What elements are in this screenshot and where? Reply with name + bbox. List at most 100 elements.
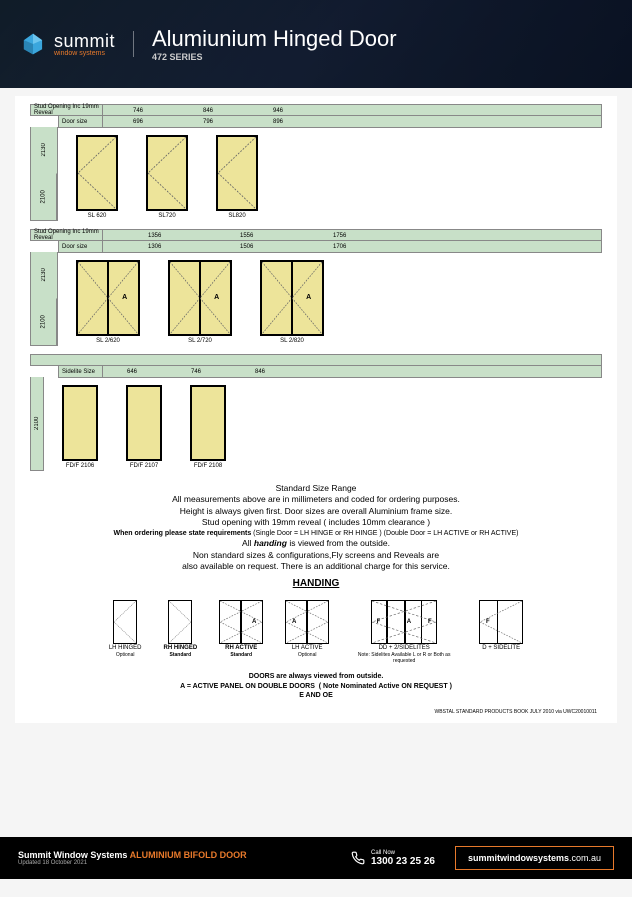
handing-item: A RH ACTIVE Standard bbox=[219, 600, 263, 664]
header: summit window systems Alumiunium Hinged … bbox=[0, 0, 632, 88]
handing-diagram: F bbox=[479, 600, 523, 644]
row-label: Door size bbox=[59, 241, 103, 252]
door-item: A SL 2/820 bbox=[260, 260, 324, 344]
footer-call: Call Now 1300 23 25 26 bbox=[351, 850, 435, 867]
door-diagram: A bbox=[76, 260, 140, 336]
door-label: SL 2/820 bbox=[280, 338, 304, 344]
door-diagram bbox=[216, 135, 258, 211]
notes-line: ( Note Nominated Active ON REQUEST ) bbox=[319, 683, 452, 690]
sidelite-diagram bbox=[126, 385, 162, 461]
door-diagram bbox=[146, 135, 188, 211]
door-label: SL820 bbox=[228, 213, 245, 219]
row-label: Door size bbox=[59, 116, 103, 127]
notes-line: E AND OE bbox=[45, 691, 587, 700]
door-item: SL 620 bbox=[76, 135, 118, 219]
logo-sub: window systems bbox=[54, 50, 115, 57]
sidelite-diagram bbox=[190, 385, 226, 461]
notes-line: is viewed from the outside. bbox=[289, 538, 390, 548]
handing-title: HANDING bbox=[45, 577, 587, 591]
door-item: SL720 bbox=[146, 135, 188, 219]
door-label: SL 620 bbox=[88, 213, 107, 219]
door-diagram: A bbox=[168, 260, 232, 336]
door-label: FD/F 2106 bbox=[66, 463, 94, 469]
handing-item: LH HINGED Optional bbox=[109, 600, 142, 664]
handing-name: RH HINGED bbox=[164, 645, 198, 651]
site-bold: summitwindowsystems bbox=[468, 853, 569, 863]
height-labels: 2130 2100 bbox=[30, 252, 58, 346]
height-labels: 2130 2100 bbox=[30, 127, 58, 221]
notes-line: Non standard sizes & configurations,Fly … bbox=[45, 550, 587, 561]
single-door-section: Stud Opening Inc 19mm Reveal 746846946 D… bbox=[15, 104, 617, 221]
footer-product: ALUMINIUM BIFOLD DOOR bbox=[130, 850, 247, 860]
handing-name: DD + 2/SIDELITES bbox=[379, 645, 430, 651]
notes-line: All bbox=[242, 538, 251, 548]
handing-sub: Optional bbox=[116, 652, 135, 658]
footnote: WBSTAL STANDARD PRODUCTS BOOK JULY 2010 … bbox=[15, 705, 617, 717]
height-inner: 2100 bbox=[31, 174, 57, 221]
notes-line: also available on request. There is an a… bbox=[45, 561, 587, 572]
handing-legend: LH HINGED Optional RH HINGED Standard A … bbox=[15, 600, 617, 664]
notes-line: DOORS are always viewed from outside. bbox=[45, 672, 587, 681]
summit-logo-icon bbox=[20, 31, 46, 57]
site-rest: .com.au bbox=[569, 853, 601, 863]
notes-line: (Single Door = LH HINGE or RH HINGE ) (D… bbox=[253, 530, 518, 537]
handing-diagram: A bbox=[219, 600, 263, 644]
handing-item: A LH ACTIVE Optional bbox=[285, 600, 329, 664]
door-label: SL 2/620 bbox=[96, 338, 120, 344]
handing-name: RH ACTIVE bbox=[225, 645, 257, 651]
handing-name: D + SIDELITE bbox=[482, 645, 520, 651]
height-outer: 2130 bbox=[31, 127, 57, 174]
height-inner: 2100 bbox=[31, 377, 43, 470]
door-item: FD/F 2106 bbox=[62, 385, 98, 469]
active-mark: A bbox=[214, 294, 219, 301]
series-label: 472 SERIES bbox=[152, 52, 397, 62]
door-label: SL720 bbox=[158, 213, 175, 219]
notes-line: Stud opening with 19mm reveal ( includes… bbox=[45, 517, 587, 528]
footer-updated: Updated 18 October 2021 bbox=[18, 860, 247, 866]
notes: Standard Size Range All measurements abo… bbox=[15, 479, 617, 594]
notes-line: Height is always given first. Door sizes… bbox=[45, 506, 587, 517]
footer-site[interactable]: summitwindowsystems.com.au bbox=[455, 846, 614, 870]
handing-name: LH HINGED bbox=[109, 645, 142, 651]
handing-diagram: F A F bbox=[371, 600, 437, 644]
door-item: FD/F 2107 bbox=[126, 385, 162, 469]
sidelite-diagram bbox=[62, 385, 98, 461]
handing-diagram bbox=[113, 600, 137, 644]
height-labels: 2100 bbox=[30, 377, 44, 471]
footer-company: Summit Window Systems bbox=[18, 850, 127, 860]
door-item: A SL 2/720 bbox=[168, 260, 232, 344]
door-diagram bbox=[76, 135, 118, 211]
logo-name: summit bbox=[54, 32, 115, 50]
handing-item: F D + SIDELITE bbox=[479, 600, 523, 664]
content: Stud Opening Inc 19mm Reveal 746846946 D… bbox=[15, 96, 617, 723]
page-title: Alumiunium Hinged Door bbox=[152, 26, 397, 52]
handing-sub: Standard bbox=[230, 652, 252, 658]
handing-notes: DOORS are always viewed from outside. A … bbox=[15, 668, 617, 704]
sidelite-section: Sidelite Size 646746846 2100 FD/F 2106 F… bbox=[15, 354, 617, 471]
handing-name: LH ACTIVE bbox=[292, 645, 323, 651]
height-outer: 2130 bbox=[31, 252, 57, 299]
handing-sub: Note: Sidelites Available L or R or Both… bbox=[351, 652, 457, 664]
height-inner: 2100 bbox=[31, 299, 57, 346]
logo: summit window systems bbox=[20, 31, 134, 57]
double-door-section: Stud Opening Inc 19mm Reveal 13561556175… bbox=[15, 229, 617, 346]
door-item: FD/F 2108 bbox=[190, 385, 226, 469]
door-label: SL 2/720 bbox=[188, 338, 212, 344]
notes-line: A = ACTIVE PANEL ON DOUBLE DOORS bbox=[180, 683, 315, 690]
row-label: Sidelite Size bbox=[59, 366, 103, 377]
handing-item: RH HINGED Standard bbox=[164, 600, 198, 664]
phone-icon bbox=[351, 851, 365, 865]
stud-opening-row: Stud Opening Inc 19mm Reveal 13561556175… bbox=[30, 229, 602, 241]
door-item: A SL 2/620 bbox=[76, 260, 140, 344]
footer-left: Summit Window Systems ALUMINIUM BIFOLD D… bbox=[18, 850, 247, 866]
phone-number: 1300 23 25 26 bbox=[371, 856, 435, 867]
title-area: Alumiunium Hinged Door 472 SERIES bbox=[134, 26, 397, 62]
door-label: FD/F 2107 bbox=[130, 463, 158, 469]
row-label: Stud Opening Inc 19mm Reveal bbox=[31, 230, 103, 240]
active-mark: A bbox=[306, 294, 311, 301]
notes-line: All measurements above are in millimeter… bbox=[45, 494, 587, 505]
handing-sub: Optional bbox=[298, 652, 317, 658]
stud-opening-row: Stud Opening Inc 19mm Reveal 746846946 bbox=[30, 104, 602, 116]
handing-diagram bbox=[168, 600, 192, 644]
door-diagram: A bbox=[260, 260, 324, 336]
